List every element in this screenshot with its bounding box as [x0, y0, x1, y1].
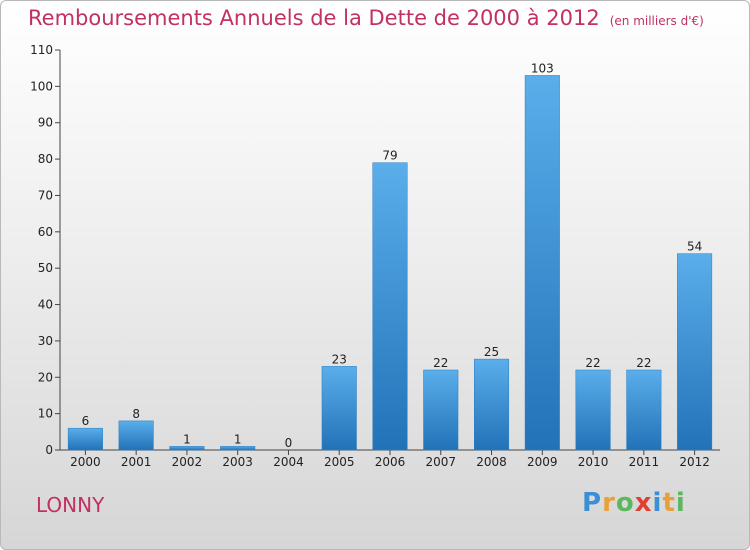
logo-letter: P — [582, 488, 603, 518]
bar — [67, 427, 103, 451]
bar — [524, 75, 560, 451]
logo-letter: o — [615, 488, 635, 518]
bar — [321, 366, 357, 451]
bar — [677, 253, 713, 451]
bar-value-label: 8 — [132, 407, 140, 421]
bar — [575, 369, 611, 451]
bar-value-label: 1 — [183, 432, 191, 446]
y-tick-label: 20 — [38, 370, 53, 384]
bar-value-label: 6 — [82, 414, 90, 428]
x-tick-label: 2001 — [121, 455, 152, 469]
bar-value-label: 79 — [382, 149, 397, 163]
bar — [169, 446, 205, 451]
y-tick-label: 60 — [38, 225, 53, 239]
x-tick-label: 2002 — [172, 455, 203, 469]
bar — [474, 358, 510, 451]
bar — [626, 369, 662, 451]
title-unit: (en milliers d'€) — [609, 14, 704, 28]
y-tick-label: 10 — [38, 407, 53, 421]
x-tick-label: 2009 — [527, 455, 558, 469]
bar-value-label: 23 — [332, 352, 347, 366]
bar-value-label: 1 — [234, 432, 242, 446]
logo-letter: t — [662, 488, 676, 518]
y-tick-label: 30 — [38, 334, 53, 348]
y-tick-label: 70 — [38, 188, 53, 202]
y-tick-label: 110 — [30, 43, 53, 57]
bar-value-label: 22 — [636, 356, 651, 370]
x-tick-label: 2005 — [324, 455, 355, 469]
bar — [423, 369, 459, 451]
x-tick-label: 2007 — [425, 455, 456, 469]
x-tick-label: 2004 — [273, 455, 304, 469]
y-tick-label: 50 — [38, 261, 53, 275]
x-tick-label: 2012 — [679, 455, 710, 469]
bar — [220, 446, 256, 451]
x-tick-label: 2008 — [476, 455, 507, 469]
chart-title: Remboursements Annuels de la Dette de 20… — [28, 6, 704, 30]
x-tick-label: 2003 — [222, 455, 253, 469]
proxiti-logo: Proxiti — [582, 488, 686, 518]
bar-value-label: 0 — [285, 436, 293, 450]
x-tick-label: 2010 — [578, 455, 609, 469]
bar-value-label: 25 — [484, 345, 499, 359]
bar-value-label: 22 — [585, 356, 600, 370]
bars: 6 8 1 1 0 23 79 22 25 103 22 22 54 — [67, 61, 713, 451]
logo-letter: r — [602, 488, 616, 518]
logo-letter: i — [652, 488, 663, 518]
commune-name: LONNY — [36, 493, 105, 517]
y-tick-label: 80 — [38, 152, 53, 166]
logo-letter: i — [675, 488, 686, 518]
y-tick-label: 90 — [38, 116, 53, 130]
title-text: Remboursements Annuels de la Dette de 20… — [28, 6, 600, 30]
logo-letter: x — [634, 488, 653, 518]
x-tick-label: 2011 — [629, 455, 660, 469]
y-tick-label: 40 — [38, 298, 53, 312]
x-tick-label: 2000 — [70, 455, 101, 469]
bar-value-label: 22 — [433, 356, 448, 370]
y-tick-label: 100 — [30, 79, 53, 93]
bar-value-label: 103 — [531, 61, 554, 75]
bar — [372, 162, 408, 451]
bar-value-label: 54 — [687, 240, 702, 254]
x-tick-label: 2006 — [375, 455, 406, 469]
bar — [118, 420, 154, 451]
y-tick-label: 0 — [45, 443, 53, 457]
